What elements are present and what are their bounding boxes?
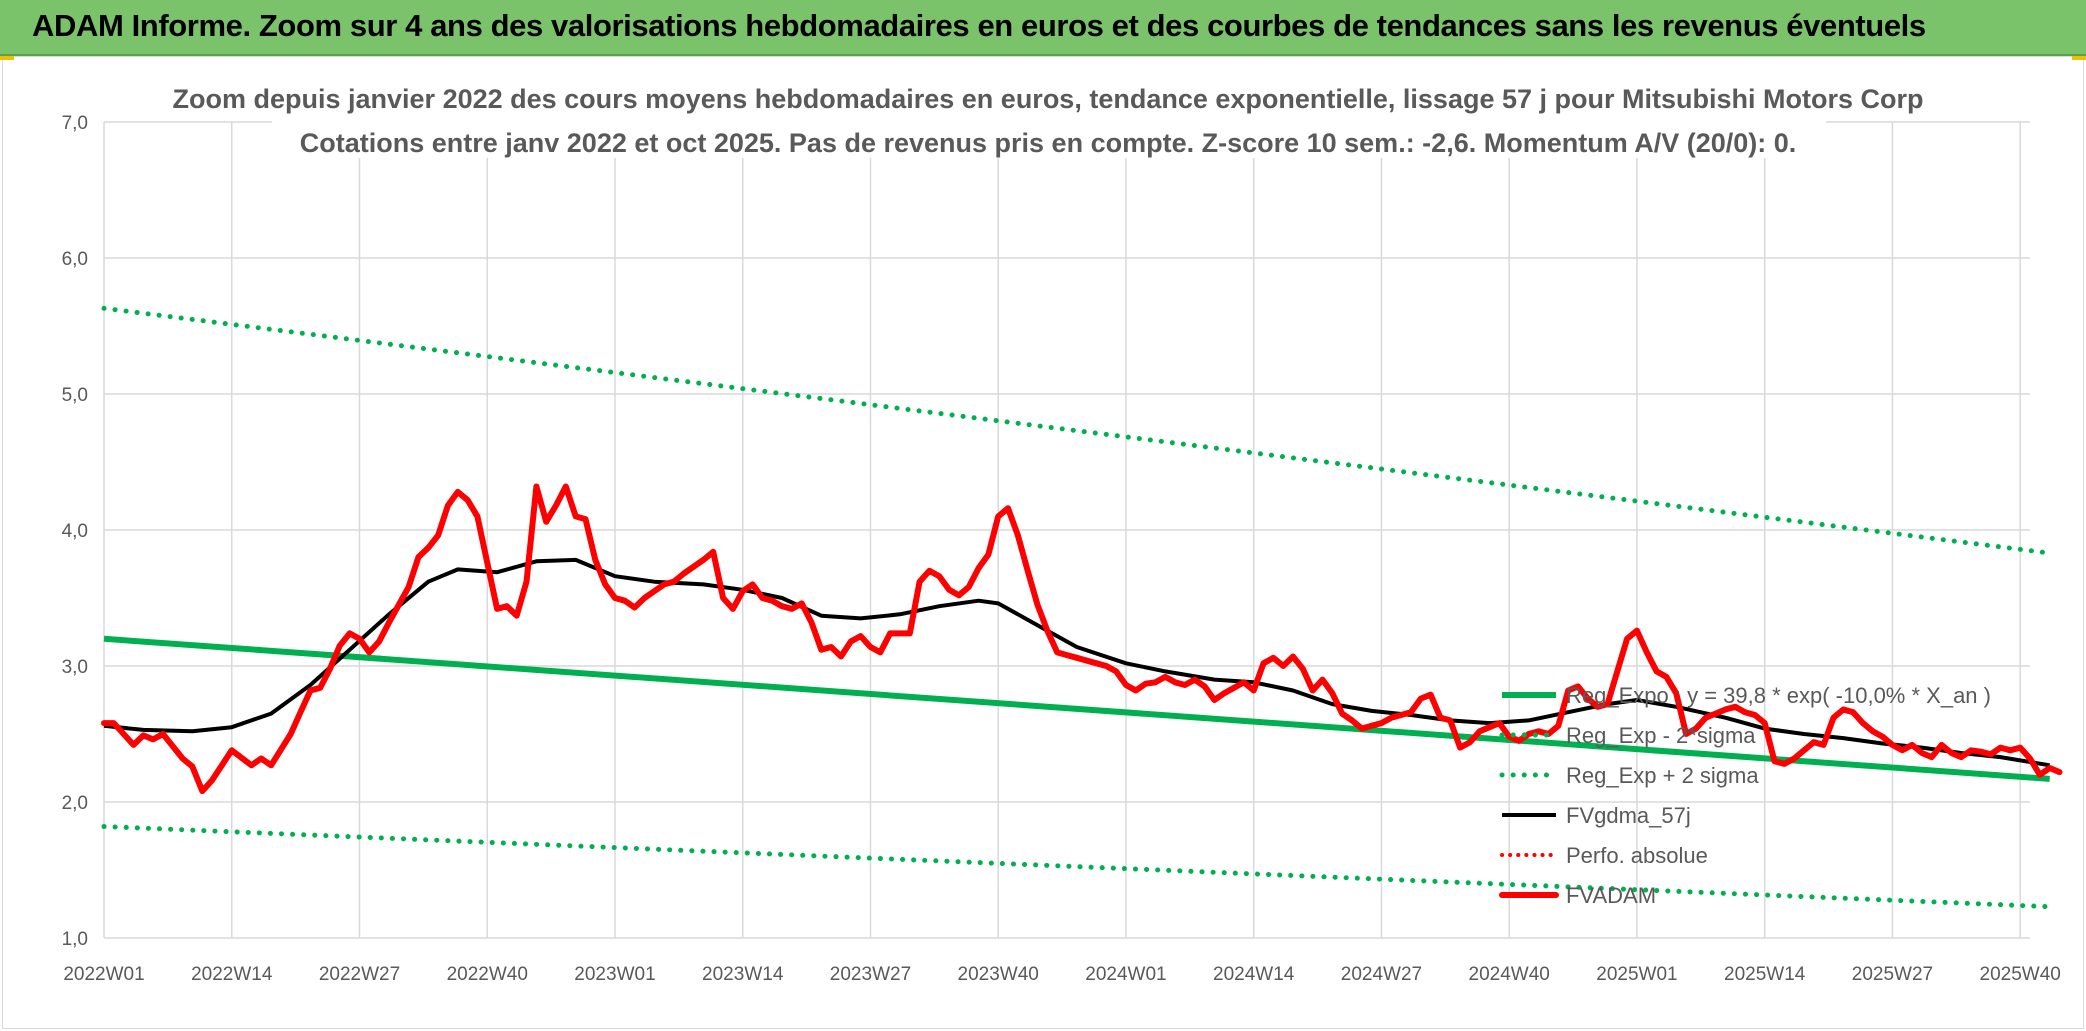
y-tick-label: 2,0 [62,793,88,814]
frame-corner-marker [0,56,14,60]
series-line [103,635,2050,782]
y-tick-label: 7,0 [62,113,88,134]
legend-entry-label: Reg_Exp - 2*sigma [1566,723,1756,748]
legend-entry-label: Reg_Exp + 2 sigma [1566,763,1759,788]
chart-frame [2,56,2084,1029]
title-background [272,78,1826,158]
y-tick-label: 5,0 [62,385,88,406]
y-tick-label: 6,0 [62,249,88,270]
x-tick-label: 2025W01 [1596,964,1677,985]
chart-title: Zoom depuis janvier 2022 des cours moyen… [173,84,1924,114]
series-line [101,305,2053,556]
x-tick-label: 2023W14 [702,964,784,985]
x-tick-label: 2025W27 [1852,964,1933,985]
series-line [101,824,2053,910]
chart-subtitle: Cotations entre janv 2022 et oct 2025. P… [300,128,1797,158]
legend-entry-label: FVADAM [1566,883,1656,908]
x-tick-label: 2022W01 [63,964,144,985]
x-tick-label: 2024W27 [1341,964,1422,985]
x-tick-label: 2025W40 [1980,964,2061,985]
banner: ADAM Informe. Zoom sur 4 ans des valoris… [0,0,2086,56]
x-tick-label: 2024W40 [1469,964,1550,985]
legend-entry-label: FVgdma_57j [1566,803,1691,828]
frame-corner-marker [2072,56,2086,60]
x-axis-labels: 2022W01 2022W14 2022W27 2022W40 2023W01 2023W… [63,964,2061,985]
x-tick-label: 2025W14 [1724,964,1806,985]
grid [103,121,2030,939]
legend: Reg_Expo : y = 39,8 * exp( -10,0% * X_an… [1499,683,1991,908]
banner-title: ADAM Informe. Zoom sur 4 ans des valoris… [32,8,1926,43]
x-tick-label: 2022W14 [191,964,273,985]
x-tick-label: 2023W01 [574,964,655,985]
y-tick-label: 3,0 [62,657,88,678]
x-tick-label: 2024W01 [1085,964,1166,985]
x-tick-label: 2024W14 [1213,964,1295,985]
x-tick-label: 2022W27 [319,964,400,985]
x-tick-label: 2023W40 [958,964,1039,985]
y-tick-label: 4,0 [62,521,88,542]
x-tick-label: 2022W40 [447,964,528,985]
legend-entry-label: Perfo. absolue [1566,843,1708,868]
y-tick-label: 1,0 [62,929,88,950]
legend-entry-label: Reg_Expo : y = 39,8 * exp( -10,0% * X_an… [1566,683,1991,708]
series-line [101,483,2063,795]
x-tick-label: 2023W27 [830,964,911,985]
series-layer [101,305,2063,910]
y-axis-labels: 1,0 2,0 3,0 4,0 5,0 6,0 7,0 [62,113,88,950]
